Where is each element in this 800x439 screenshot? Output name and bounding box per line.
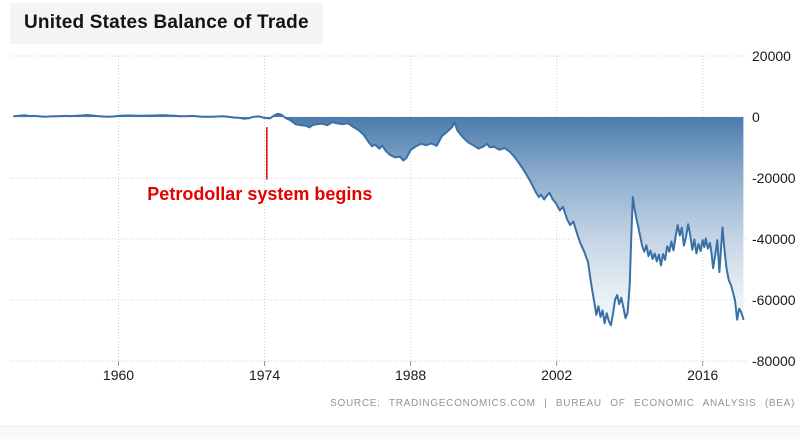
x-axis-label: 2016 xyxy=(687,367,718,383)
chart-title-box: United States Balance of Trade xyxy=(10,3,323,44)
y-axis-label: 0 xyxy=(752,109,760,125)
y-axis-label: -80000 xyxy=(752,353,796,369)
y-axis-label: -60000 xyxy=(752,292,796,308)
x-axis-label: 1974 xyxy=(249,367,280,383)
source-attribution: SOURCE: TRADINGECONOMICS.COM | BUREAU OF… xyxy=(330,398,795,409)
chart-title: United States Balance of Trade xyxy=(24,12,309,33)
petrodollar-annotation-label: Petrodollar system begins xyxy=(147,184,373,205)
x-axis-label: 1960 xyxy=(103,367,134,383)
x-axis-label: 1988 xyxy=(395,367,426,383)
y-axis-label: -20000 xyxy=(752,170,796,186)
trend-line xyxy=(13,112,745,327)
x-axis-label: 2002 xyxy=(541,367,572,383)
footer-band xyxy=(0,426,800,439)
y-axis-label: 20000 xyxy=(752,48,791,64)
y-axis-label: -40000 xyxy=(752,231,796,247)
balance-of-trade-chart: 1960 1974 1988 2002 2016 20000 0 -20000 -40000 -6… xyxy=(10,48,796,383)
area-fill xyxy=(14,113,744,326)
